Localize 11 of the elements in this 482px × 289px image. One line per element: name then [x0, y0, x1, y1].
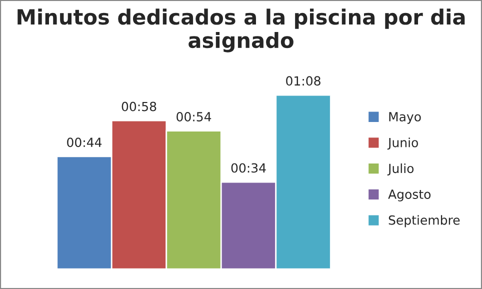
data-label: 00:54 [176, 112, 212, 122]
data-label: 00:34 [231, 163, 266, 173]
data-label: 01:08 [286, 76, 320, 86]
legend-label: Junio [387, 138, 418, 150]
chart-title: Minutos dedicados a la piscina por dia asignado [18, 8, 465, 52]
legend-label: Mayo [389, 112, 421, 124]
legend-label: Julio [387, 163, 414, 176]
data-label: 00:44 [67, 138, 102, 148]
data-label: 00:58 [122, 102, 156, 112]
legend-label: Septiembre [388, 215, 460, 228]
legend-label: Agosto [388, 190, 431, 202]
